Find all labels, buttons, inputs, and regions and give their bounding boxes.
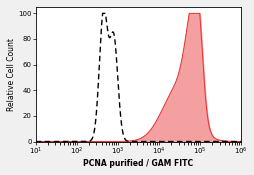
Y-axis label: Relative Cell Count: Relative Cell Count bbox=[7, 38, 16, 111]
X-axis label: PCNA purified / GAM FITC: PCNA purified / GAM FITC bbox=[83, 159, 193, 168]
